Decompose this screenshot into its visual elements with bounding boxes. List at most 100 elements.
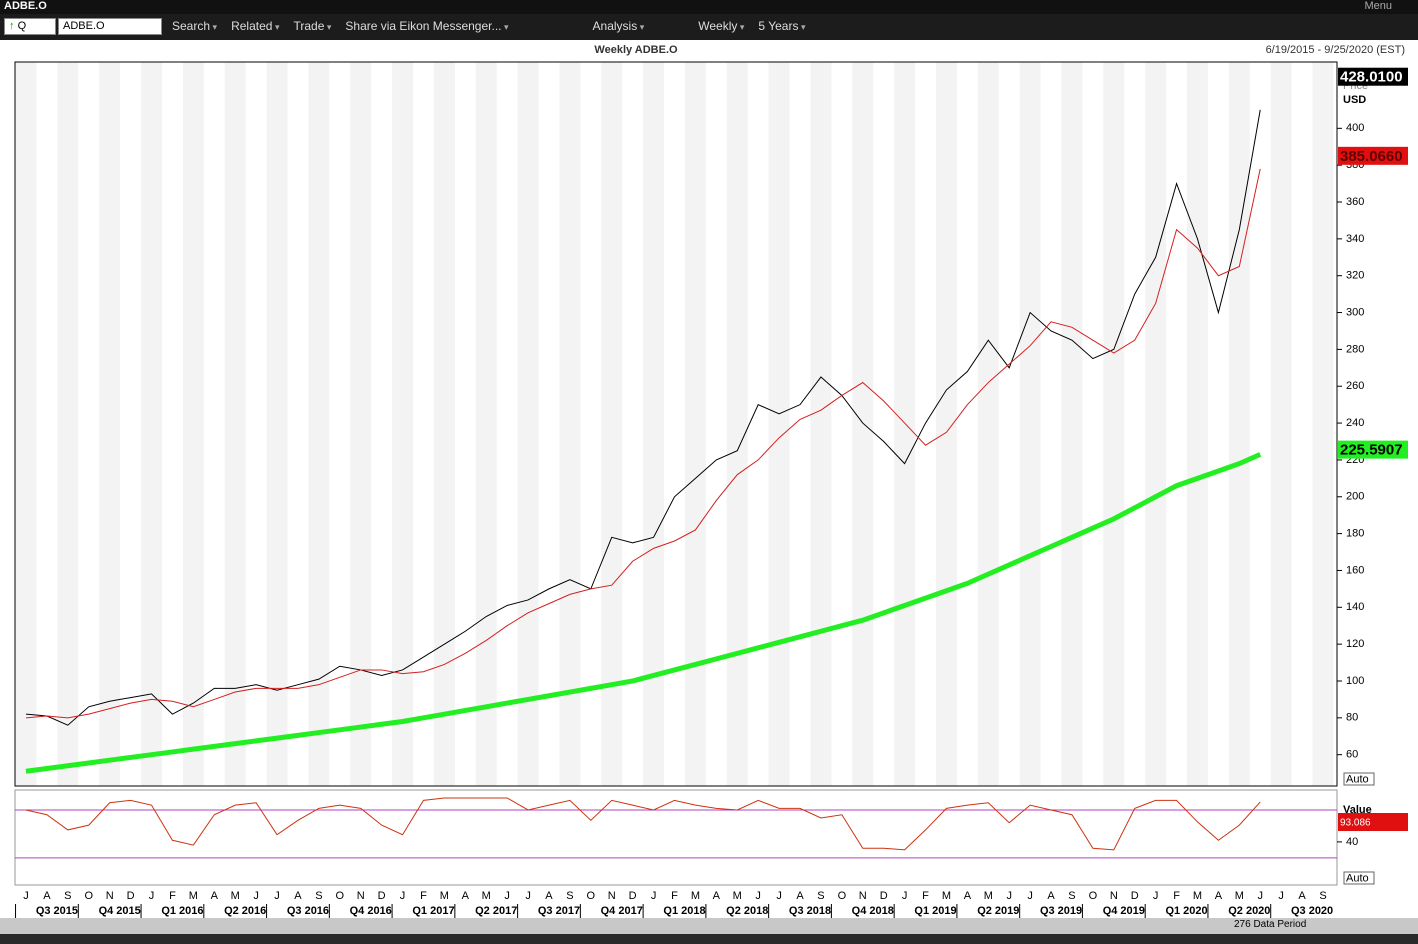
x-tick-label: S — [315, 890, 322, 902]
x-tick-label: A — [43, 890, 51, 902]
x-tick-label: J — [504, 890, 510, 902]
month-band — [768, 62, 790, 786]
month-band — [224, 62, 246, 786]
y-tick-label: 400 — [1346, 122, 1364, 134]
x-tick-label: M — [1193, 890, 1202, 902]
month-band — [559, 62, 581, 786]
toolbar-button[interactable]: Search — [172, 19, 217, 33]
month-band — [433, 62, 455, 786]
y-tick-label: 80 — [1346, 712, 1358, 724]
y-tick-label: 120 — [1346, 638, 1364, 650]
x-tick-label: O — [336, 890, 345, 902]
last-value-label: 225.5907 — [1340, 442, 1403, 459]
month-band — [643, 62, 665, 786]
x-tick-label: A — [964, 890, 972, 902]
x-tick-label: F — [671, 890, 678, 902]
x-tick-label: J — [1278, 890, 1284, 902]
y-tick-label: 180 — [1346, 528, 1364, 540]
x-tick-label: S — [1068, 890, 1075, 902]
last-value-label: 93.086 — [1340, 818, 1371, 829]
quarter-label: Q4 2019 — [1103, 905, 1145, 917]
quarter-label: Q1 2019 — [914, 905, 956, 917]
month-band — [350, 62, 372, 786]
ric-prefix[interactable]: ↑ Q — [4, 18, 56, 35]
toolbar-items: Search Related Trade Share via Eikon Mes… — [172, 19, 805, 33]
x-tick-label: D — [378, 890, 386, 902]
x-tick-label: S — [566, 890, 573, 902]
x-tick-label: A — [1215, 890, 1223, 902]
y-tick-label: 40 — [1346, 836, 1358, 848]
ric-input[interactable]: ADBE.O — [58, 18, 162, 35]
y-tick-label: 200 — [1346, 491, 1364, 503]
x-tick-label: J — [149, 890, 155, 902]
month-band — [141, 62, 162, 786]
quarter-label: Q1 2020 — [1165, 905, 1207, 917]
auto-button-label[interactable]: Auto — [1346, 773, 1369, 785]
month-band — [1103, 62, 1125, 786]
x-tick-label: F — [1173, 890, 1180, 902]
last-value-box — [1338, 67, 1408, 86]
y-label: USD — [1343, 94, 1366, 106]
toolbar-button[interactable]: 5 Years — [758, 19, 805, 33]
quarter-label: Q3 2020 — [1291, 905, 1333, 917]
month-band — [1187, 62, 1208, 786]
x-tick-label: M — [231, 890, 240, 902]
y-tick-label: 260 — [1346, 380, 1364, 392]
title-bar: ADBE.O Menu — [0, 0, 1418, 14]
toolbar-button[interactable]: Weekly — [698, 19, 744, 33]
x-tick-label: F — [922, 890, 929, 902]
toolbar-button[interactable]: Trade — [293, 19, 331, 33]
y-tick-label: 140 — [1346, 601, 1364, 613]
x-tick-label: A — [796, 890, 804, 902]
y-label: Value — [1343, 804, 1372, 816]
x-tick-label: A — [545, 890, 553, 902]
quarter-label: Q4 2017 — [601, 905, 643, 917]
x-tick-label: J — [1257, 890, 1263, 902]
quarter-label: Q2 2018 — [726, 905, 768, 917]
quarter-label: Q3 2016 — [287, 905, 329, 917]
toolbar-button[interactable]: Share via Eikon Messenger... — [345, 19, 508, 33]
x-tick-label: M — [691, 890, 700, 902]
x-tick-label: J — [651, 890, 657, 902]
month-band — [99, 62, 121, 786]
y-tick-label: 100 — [1346, 675, 1364, 687]
quarter-label: Q1 2018 — [663, 905, 705, 917]
x-tick-label: F — [420, 890, 427, 902]
x-tick-label: M — [1235, 890, 1244, 902]
month-band — [726, 62, 748, 786]
x-tick-label: J — [23, 890, 29, 902]
x-tick-label: D — [880, 890, 888, 902]
last-value-label: 385.0660 — [1340, 148, 1403, 165]
month-band — [894, 62, 916, 786]
x-tick-label: M — [189, 890, 198, 902]
menu[interactable]: Menu — [1364, 0, 1392, 12]
x-tick-label: N — [106, 890, 114, 902]
x-tick-label: O — [587, 890, 596, 902]
toolbar-button[interactable]: Related — [231, 19, 279, 33]
month-band — [475, 62, 497, 786]
month-band — [935, 62, 957, 786]
quarter-label: Q4 2018 — [852, 905, 894, 917]
series-line — [25, 452, 1262, 774]
toolbar-button[interactable]: Analysis — [593, 19, 645, 33]
quarter-label: Q3 2017 — [538, 905, 580, 917]
last-value-label: 428.0100 — [1340, 69, 1403, 86]
quarter-label: Q2 2017 — [475, 905, 517, 917]
auto-button-label[interactable]: Auto — [1346, 872, 1369, 884]
window-title: ADBE.O — [4, 0, 47, 12]
month-band — [1228, 62, 1250, 786]
x-tick-label: S — [1319, 890, 1326, 902]
x-tick-label: J — [776, 890, 782, 902]
x-tick-label: J — [274, 890, 280, 902]
series-line — [25, 168, 1261, 719]
x-tick-label: J — [400, 890, 406, 902]
x-tick-label: N — [608, 890, 616, 902]
quarter-label: Q3 2015 — [36, 905, 78, 917]
series-line — [25, 797, 1261, 851]
month-band — [308, 62, 330, 786]
auto-button — [1343, 871, 1375, 885]
x-tick-label: N — [357, 890, 365, 902]
x-tick-label: N — [1110, 890, 1118, 902]
toolbar: ↑ Q ADBE.O Search Related Trade Share vi… — [0, 14, 1418, 40]
